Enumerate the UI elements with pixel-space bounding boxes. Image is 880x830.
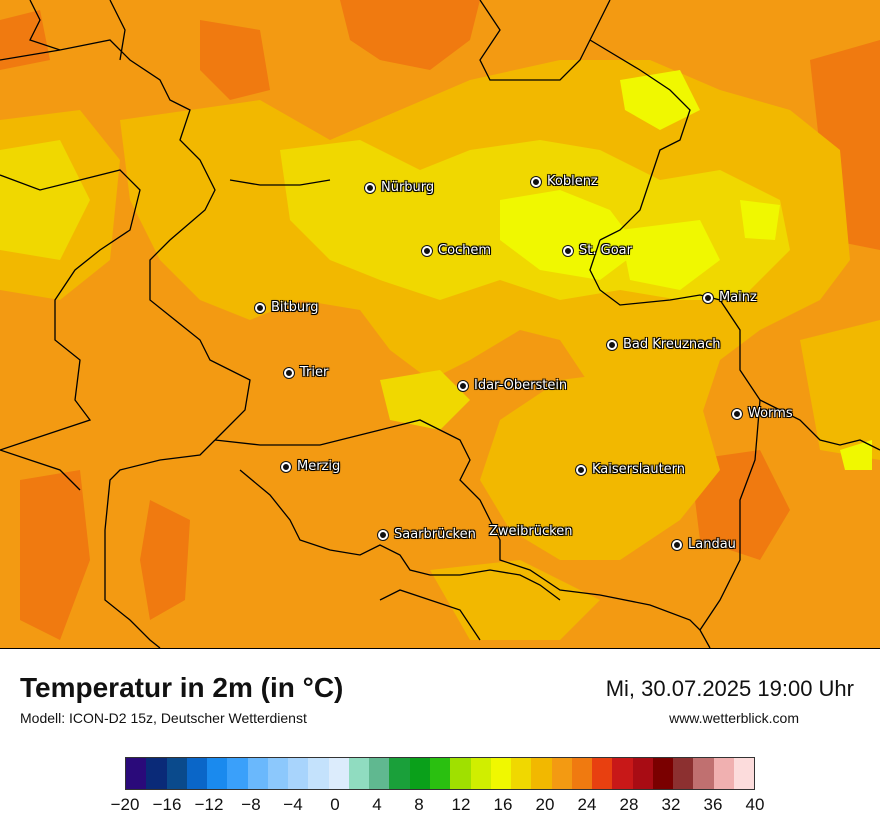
colorbar-cell (429, 758, 451, 789)
colorbar-tick-label: −4 (283, 795, 303, 814)
colorbar-tick-label: 16 (493, 795, 513, 814)
colorbar-cell (592, 758, 613, 789)
colorbar-tick-label: 24 (577, 795, 597, 814)
colorbar-cell (369, 758, 390, 789)
city-merzig[interactable]: Merzig (281, 459, 340, 474)
colorbar-cell (186, 758, 208, 789)
website-link[interactable]: www.wetterblick.com (669, 710, 799, 726)
city-label: Worms (748, 406, 793, 421)
city-koblenz[interactable]: Koblenz (531, 174, 598, 189)
city-marker-icon (703, 292, 713, 303)
colorbar-tick-label: 12 (451, 795, 471, 814)
colorbar-cell (450, 758, 471, 789)
colorbar-cell (693, 758, 714, 789)
colorbar-cell (146, 758, 167, 789)
colorbar-ticks: −20 −16 −12 −8 −4 0 4 8 12 16 20 24 28 32 36 40 (111, 795, 765, 819)
colorbar-cell (166, 758, 187, 789)
forecast-datetime: Mi, 30.07.2025 19:00 Uhr (605, 676, 854, 701)
city-zweibruecken[interactable]: Zweibrücken (489, 524, 572, 539)
city-marker-icon (732, 408, 742, 419)
city-label: Landau (688, 537, 736, 552)
colorbar-cell (713, 758, 734, 789)
temperature-field (0, 0, 880, 648)
colorbar-cell (227, 758, 248, 789)
city-label: Merzig (297, 459, 341, 474)
model-subtitle: Modell: ICON-D2 15z, Deutscher Wetterdie… (20, 710, 307, 726)
city-label: Nürburg (381, 180, 435, 195)
colorbar-tick-label: 36 (703, 795, 723, 814)
city-label: Koblenz (547, 174, 598, 189)
city-label: Saarbrücken (394, 527, 476, 542)
colorbar-tick-label: −8 (241, 795, 261, 814)
map-title: Temperatur in 2m (in °C) (20, 672, 344, 703)
city-marker-icon (563, 245, 573, 256)
city-marker-icon (365, 182, 375, 193)
city-marker-icon (458, 380, 468, 391)
city-label: Kaiserslautern (592, 462, 686, 477)
city-marker-icon (576, 464, 586, 475)
colorbar-cell (531, 758, 552, 789)
colorbar-cell (267, 758, 289, 789)
colorbar-cell (247, 758, 268, 789)
city-marker-icon (255, 302, 265, 313)
city-label: Mainz (719, 290, 757, 305)
colorbar-cell (126, 758, 147, 789)
colorbar-tick-label: 28 (619, 795, 639, 814)
city-bitburg[interactable]: Bitburg (255, 300, 319, 315)
colorbar-cell (470, 758, 491, 789)
city-marker-icon (281, 461, 291, 472)
city-marker-icon (607, 339, 617, 350)
city-worms[interactable]: Worms (732, 406, 793, 421)
colorbar-cell (490, 758, 512, 789)
colorbar-cell (551, 758, 572, 789)
city-label: Bitburg (271, 300, 319, 315)
city-saarbruecken[interactable]: Saarbrücken (378, 527, 476, 542)
temperature-colorbar (125, 757, 755, 790)
colorbar-tick-label: −16 (152, 795, 182, 814)
colorbar-tick-label: 8 (414, 795, 424, 814)
city-idar-oberstein[interactable]: Idar-Oberstein (458, 378, 567, 393)
colorbar-cell (511, 758, 532, 789)
colorbar-cell (571, 758, 593, 789)
city-marker-icon (672, 539, 682, 550)
city-bad-kreuznach[interactable]: Bad Kreuznach (607, 337, 721, 352)
colorbar-tick-label: 4 (372, 795, 382, 814)
city-marker-icon (378, 529, 388, 540)
city-label: Idar-Oberstein (474, 378, 568, 393)
city-marker-icon (284, 367, 294, 378)
colorbar-tick-label: 32 (661, 795, 681, 814)
city-label: St. Goar (579, 243, 632, 258)
city-label: Bad Kreuznach (623, 337, 721, 352)
colorbar-cell (207, 758, 228, 789)
city-trier[interactable]: Trier (284, 365, 328, 380)
colorbar-tick-label: 40 (745, 795, 765, 814)
colorbar-cell (288, 758, 309, 789)
city-marker-icon (531, 176, 541, 187)
colorbar-cell (612, 758, 633, 789)
colorbar-cell (673, 758, 694, 789)
city-mainz[interactable]: Mainz (703, 290, 757, 305)
colorbar-cell (733, 758, 755, 789)
colorbar-tick-label: −20 (110, 795, 140, 814)
city-label: Trier (300, 365, 329, 380)
city-nuerburg[interactable]: Nürburg (365, 180, 434, 195)
city-label: Cochem (438, 243, 492, 258)
colorbar-cell (652, 758, 674, 789)
city-cochem[interactable]: Cochem (422, 243, 491, 258)
colorbar-tick-label: −12 (194, 795, 224, 814)
colorbar-cell (409, 758, 430, 789)
temperature-map[interactable]: Nürburg Koblenz Cochem St. Goar Mainz Bi… (0, 0, 880, 649)
colorbar-cell (308, 758, 329, 789)
city-marker-icon (422, 245, 432, 256)
colorbar-cell (632, 758, 653, 789)
colorbar-cell (328, 758, 349, 789)
city-kaiserslautern[interactable]: Kaiserslautern (576, 462, 685, 477)
colorbar-cell (348, 758, 370, 789)
colorbar-cell (389, 758, 410, 789)
city-landau[interactable]: Landau (672, 537, 736, 552)
colorbar-tick-label: 0 (330, 795, 340, 814)
colorbar-tick-label: 20 (535, 795, 555, 814)
city-st-goar[interactable]: St. Goar (563, 243, 632, 258)
city-label: Zweibrücken (489, 524, 573, 539)
